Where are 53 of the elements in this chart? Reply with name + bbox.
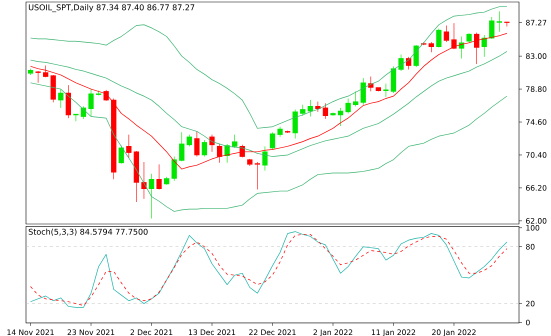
candlestick	[148, 173, 154, 219]
candlestick	[353, 91, 358, 107]
candlestick	[482, 34, 487, 58]
candlestick	[118, 145, 124, 164]
candlestick	[179, 132, 184, 162]
candlestick	[80, 106, 86, 120]
candlestick	[126, 134, 132, 158]
candlestick	[360, 78, 366, 106]
candlestick	[383, 83, 389, 98]
candlestick	[504, 21, 510, 27]
candlestick	[156, 164, 162, 190]
candlestick	[270, 132, 276, 150]
candlestick	[232, 134, 238, 148]
candlestick	[216, 144, 222, 164]
candlestick	[172, 156, 177, 182]
candlestick	[390, 66, 396, 94]
candlestick	[414, 44, 419, 68]
candlestick	[466, 33, 472, 44]
candlestick	[141, 162, 147, 200]
candlestick	[292, 109, 298, 139]
candlestick	[66, 84, 71, 118]
candlestick	[202, 140, 208, 157]
candlestick	[489, 16, 494, 40]
candlestick	[398, 54, 404, 72]
candlestick	[308, 100, 313, 117]
candlestick	[338, 108, 344, 126]
candlestick	[247, 158, 252, 166]
candlestick	[134, 150, 140, 202]
candlestick	[300, 104, 306, 116]
candlestick	[240, 144, 245, 158]
candlestick	[35, 70, 41, 84]
candlestick	[376, 87, 382, 92]
candlestick	[104, 90, 109, 102]
candlestick	[43, 65, 48, 78]
candlestick	[164, 176, 170, 186]
candlestick	[284, 130, 290, 134]
candlestick	[28, 68, 34, 76]
candlestick	[444, 25, 450, 42]
candlestick	[96, 90, 102, 96]
candlestick	[88, 88, 94, 117]
candlestick	[194, 131, 200, 157]
candlestick	[58, 88, 64, 108]
candlestick	[186, 134, 192, 147]
candlestick	[262, 146, 268, 171]
candlestick	[428, 42, 434, 52]
candlestick	[209, 134, 215, 152]
candlestick	[322, 102, 328, 120]
candlestick	[277, 126, 283, 138]
candlestick	[50, 74, 56, 103]
candlestick	[345, 98, 351, 114]
candlestick	[436, 28, 442, 48]
candlestick	[330, 112, 336, 116]
candlestick	[73, 114, 79, 122]
